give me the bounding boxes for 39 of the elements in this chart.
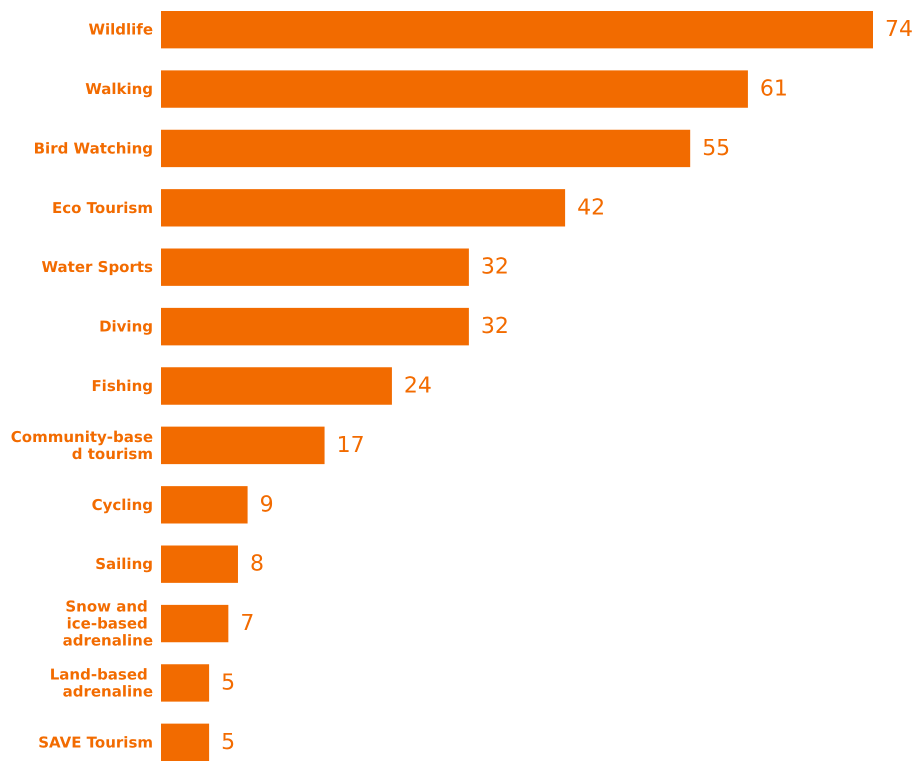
data-label: 61 [760,76,788,102]
y-tick-label: Eco Tourism [52,198,153,217]
data-label: 17 [336,432,365,458]
y-tick-label: Land-based adrenaline [50,665,153,700]
y-tick-label: Bird Watching [34,139,153,158]
bar [161,248,469,286]
y-tick-label: Cycling [92,496,153,514]
bar [161,10,873,48]
data-label: 5 [221,670,236,696]
y-tick-label: SAVE Tourism [38,733,153,752]
y-tick-label: Fishing [91,377,153,395]
data-label: 42 [577,195,606,220]
bar [161,545,238,583]
data-label: 55 [702,136,730,161]
y-tick-label: Wildlife [88,20,153,39]
y-tick-label: Walking [85,80,153,98]
data-label: 74 [885,17,913,42]
bar [161,70,748,108]
y-tick-label: Water Sports [42,258,154,276]
bar [161,724,210,762]
bar [161,664,210,702]
bar [161,308,469,346]
data-label: 9 [260,492,274,518]
y-tick-label: Community-based tourism [10,428,153,463]
bar [161,486,248,524]
y-tick-label: Sailing [95,555,153,574]
y-tick-label: Snow and ice-based adrenaline [62,598,153,650]
data-label: 5 [221,730,236,755]
data-label: 24 [404,374,432,398]
bar [161,367,392,405]
y-tick-label: Diving [99,318,153,336]
bar [161,130,690,168]
data-label: 32 [480,314,509,340]
bar [161,189,566,227]
bar [161,426,325,464]
data-label: 7 [240,611,254,636]
data-label: 8 [250,552,264,577]
bar [161,604,228,642]
data-label: 32 [480,254,509,280]
